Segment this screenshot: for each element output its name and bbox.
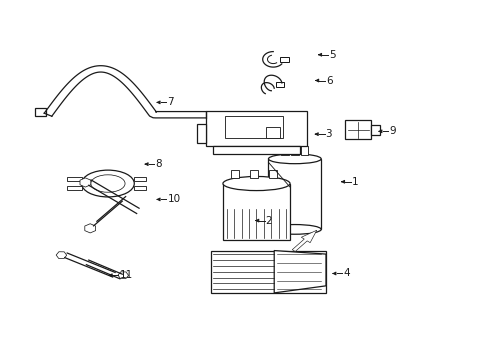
Ellipse shape bbox=[268, 225, 321, 234]
Bar bbox=[213, 147, 299, 154]
Text: 10: 10 bbox=[167, 194, 180, 204]
Text: 6: 6 bbox=[325, 76, 332, 86]
Text: 3: 3 bbox=[325, 129, 331, 139]
Ellipse shape bbox=[81, 170, 134, 197]
Ellipse shape bbox=[268, 154, 321, 164]
Polygon shape bbox=[274, 251, 325, 293]
Bar bbox=[281, 147, 288, 155]
FancyArrow shape bbox=[292, 230, 316, 252]
Bar bbox=[134, 186, 146, 190]
Bar bbox=[250, 171, 257, 178]
Bar bbox=[206, 111, 306, 147]
Bar bbox=[265, 127, 280, 138]
Bar bbox=[268, 159, 321, 229]
Text: 5: 5 bbox=[328, 50, 335, 60]
Bar bbox=[134, 177, 146, 181]
Text: 2: 2 bbox=[265, 216, 272, 226]
Bar bbox=[223, 184, 289, 240]
Bar bbox=[196, 123, 206, 143]
Bar bbox=[280, 57, 288, 62]
Bar bbox=[300, 147, 307, 155]
Bar bbox=[276, 82, 283, 87]
Bar bbox=[290, 147, 298, 155]
Text: 1: 1 bbox=[351, 177, 358, 187]
Bar bbox=[35, 108, 45, 116]
Bar bbox=[225, 117, 282, 138]
Ellipse shape bbox=[91, 175, 125, 192]
Text: 7: 7 bbox=[167, 98, 174, 107]
Bar bbox=[210, 251, 325, 293]
Bar bbox=[371, 125, 379, 135]
Bar bbox=[231, 171, 238, 178]
Bar bbox=[345, 120, 371, 139]
Bar bbox=[67, 186, 81, 190]
Text: 9: 9 bbox=[388, 126, 395, 136]
Text: 11: 11 bbox=[119, 270, 132, 280]
Text: 4: 4 bbox=[343, 269, 349, 279]
Ellipse shape bbox=[223, 176, 289, 190]
Bar bbox=[67, 177, 81, 181]
Text: 8: 8 bbox=[155, 159, 162, 169]
Bar bbox=[269, 171, 277, 178]
